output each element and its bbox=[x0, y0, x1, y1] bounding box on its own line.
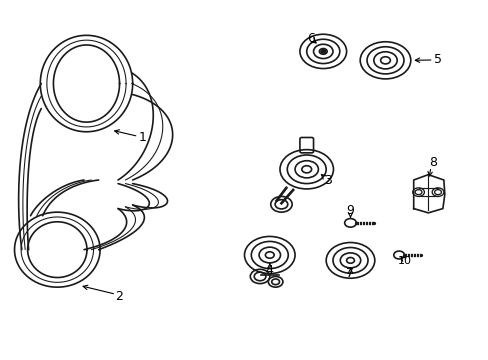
Text: 10: 10 bbox=[397, 256, 411, 266]
Text: 3: 3 bbox=[324, 174, 331, 186]
Text: 5: 5 bbox=[433, 54, 441, 67]
Text: 2: 2 bbox=[115, 289, 123, 303]
Text: 6: 6 bbox=[306, 32, 314, 45]
Text: 9: 9 bbox=[346, 204, 354, 217]
Text: 8: 8 bbox=[428, 156, 436, 169]
Text: 1: 1 bbox=[138, 131, 146, 144]
Text: 4: 4 bbox=[265, 264, 273, 276]
Circle shape bbox=[320, 50, 325, 53]
Text: 7: 7 bbox=[346, 267, 354, 280]
